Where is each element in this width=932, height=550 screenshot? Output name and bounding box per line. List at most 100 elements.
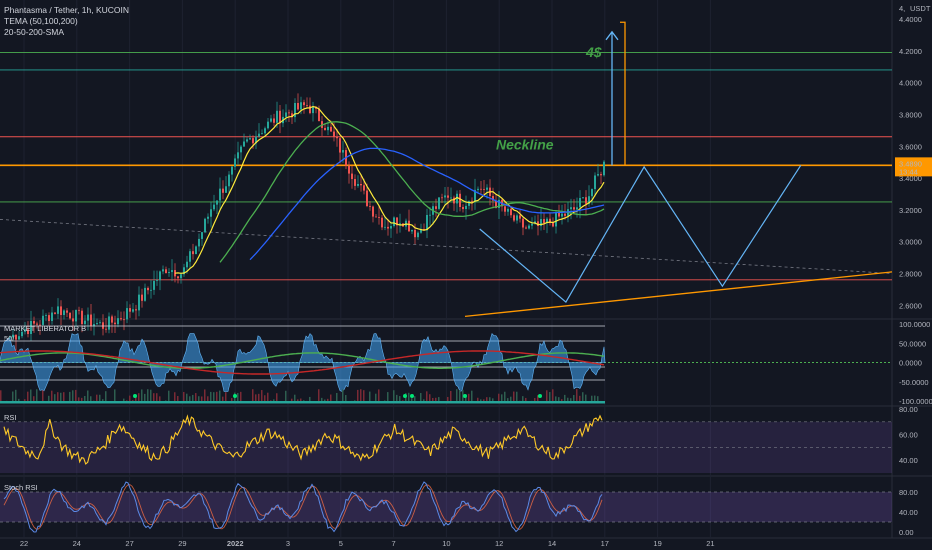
candle-body bbox=[117, 318, 119, 325]
ml-volume-bar bbox=[96, 394, 98, 403]
ml-volume-bar bbox=[84, 395, 86, 403]
ml-volume-bar bbox=[99, 394, 101, 403]
target-arrow-head bbox=[605, 30, 619, 41]
ml-volume-bar bbox=[510, 396, 512, 403]
price-tick-label: 3.0000 bbox=[899, 238, 922, 247]
candle-body bbox=[108, 316, 110, 330]
ml-volume-bar bbox=[585, 394, 587, 403]
candle-body bbox=[174, 270, 176, 277]
ml-volume-bar bbox=[507, 398, 509, 403]
ml-volume-bar bbox=[426, 391, 428, 403]
ml-volume-bar bbox=[222, 396, 224, 403]
indicator-tema-label: TEMA (50,100,200) bbox=[4, 16, 78, 26]
ml-volume-bar bbox=[558, 397, 560, 403]
candle-body bbox=[18, 336, 20, 340]
candle-body bbox=[336, 136, 338, 139]
candle-body bbox=[417, 232, 419, 238]
candle-body bbox=[513, 215, 515, 221]
candle-body bbox=[123, 319, 125, 321]
ml-volume-bar bbox=[369, 391, 371, 403]
ml-volume-bar bbox=[123, 398, 125, 403]
ml-volume-bar bbox=[300, 398, 302, 403]
candle-body bbox=[90, 314, 92, 327]
ml-volume-bar bbox=[534, 398, 536, 403]
ml-volume-bar bbox=[144, 393, 146, 403]
ml-volume-bar bbox=[189, 396, 191, 403]
ml-volume-bar bbox=[525, 397, 527, 403]
candle-body bbox=[246, 139, 248, 142]
ml-volume-bar bbox=[522, 396, 524, 403]
candle-body bbox=[309, 105, 311, 114]
candle-body bbox=[297, 102, 299, 110]
candle-body bbox=[438, 197, 440, 209]
ml-volume-bar bbox=[591, 395, 593, 403]
candle-body bbox=[447, 195, 449, 198]
market-liberator-label: MARKET LIBERATOR B bbox=[4, 324, 87, 333]
ml-volume-bar bbox=[72, 390, 74, 403]
candle-body bbox=[54, 312, 56, 314]
candle-body bbox=[462, 207, 464, 210]
ml-volume-bar bbox=[264, 395, 266, 403]
ml-volume-bar bbox=[447, 396, 449, 403]
price-tick-label: 3.8000 bbox=[899, 110, 922, 119]
price-tick-label: 2.8000 bbox=[899, 269, 922, 278]
ml-volume-bar bbox=[174, 392, 176, 403]
ml-volume-bar bbox=[27, 391, 29, 403]
ml-volume-bar bbox=[594, 395, 596, 403]
ml-tick-label: 100.0000 bbox=[899, 320, 930, 329]
candle-body bbox=[354, 179, 356, 186]
ml-volume-bar bbox=[225, 392, 227, 403]
candle-body bbox=[81, 310, 83, 325]
rsi-line bbox=[3, 414, 603, 465]
candle-body bbox=[492, 196, 494, 201]
ml-volume-bar bbox=[579, 395, 581, 403]
ml-volume-bar bbox=[492, 398, 494, 403]
ml-volume-bar bbox=[168, 390, 170, 403]
stoch-rsi-label: Stoch RSI bbox=[4, 483, 38, 492]
last-price-countdown: 13:44 bbox=[899, 167, 918, 176]
candle-body bbox=[60, 306, 62, 315]
time-tick-label: 2022 bbox=[227, 539, 244, 548]
candle-body bbox=[453, 197, 455, 204]
candle-body bbox=[363, 185, 365, 191]
ml-volume-bar bbox=[291, 398, 293, 403]
ml-volume-bar bbox=[153, 393, 155, 403]
candle-body bbox=[477, 188, 479, 190]
ml-volume-bar bbox=[210, 391, 212, 403]
ml-volume-bar bbox=[138, 393, 140, 403]
market-liberator-sublabel: 50/ bbox=[4, 334, 15, 343]
candle-body bbox=[171, 270, 173, 273]
candle-body bbox=[597, 174, 599, 176]
candle-body bbox=[36, 323, 38, 325]
candle-body bbox=[186, 261, 188, 268]
candle-body bbox=[96, 323, 98, 325]
candle-body bbox=[399, 223, 401, 226]
candle-body bbox=[249, 138, 251, 140]
ml-volume-bar bbox=[267, 392, 269, 403]
tema-medium-line bbox=[219, 121, 605, 263]
tema-slow-line bbox=[249, 147, 605, 261]
stoch-tick-label: 40.00 bbox=[899, 508, 918, 517]
candle-body bbox=[429, 214, 431, 216]
ml-volume-bar bbox=[294, 394, 296, 403]
candle-body bbox=[357, 183, 359, 186]
candle-body bbox=[408, 220, 410, 232]
candle-body bbox=[33, 320, 35, 324]
candle-body bbox=[471, 200, 473, 202]
candle-body bbox=[180, 274, 182, 279]
ml-volume-bar bbox=[36, 389, 38, 403]
ml-volume-bar bbox=[318, 389, 320, 403]
candle-body bbox=[531, 223, 533, 226]
ml-volume-bar bbox=[141, 389, 143, 403]
ml-volume-bar bbox=[216, 391, 218, 403]
neckline-annotation: Neckline bbox=[496, 136, 554, 152]
candle-body bbox=[177, 276, 179, 279]
candle-body bbox=[99, 322, 101, 324]
ml-volume-bar bbox=[468, 393, 470, 403]
ml-volume-bar bbox=[258, 393, 260, 403]
time-tick-label: 19 bbox=[653, 539, 661, 548]
candle-body bbox=[222, 188, 224, 193]
candle-body bbox=[111, 316, 113, 323]
ml-signal-dot bbox=[233, 394, 237, 398]
ml-volume-bar bbox=[405, 393, 407, 403]
